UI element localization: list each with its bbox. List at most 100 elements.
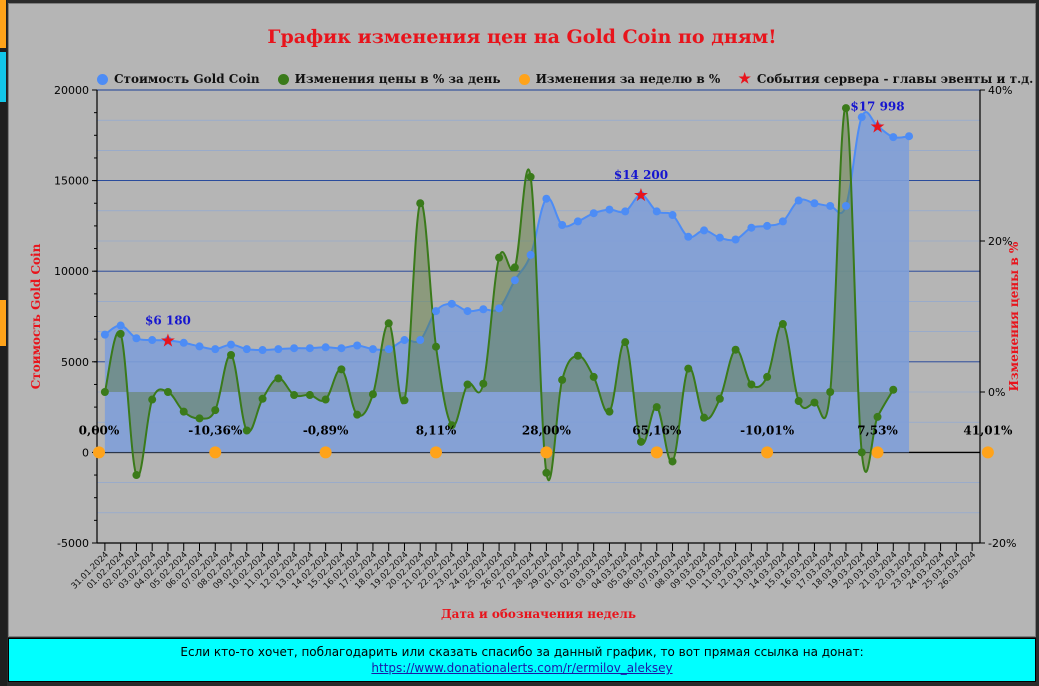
star-icon: ★ <box>738 70 751 87</box>
chart-legend: Стоимость Gold Coin Изменения цены в % з… <box>97 68 1033 90</box>
price-point <box>432 307 441 316</box>
price-point <box>400 336 409 345</box>
price-point <box>636 191 645 200</box>
y-axis-title-right: Изменения цены в % <box>1007 241 1021 391</box>
weekly-change-label: 8,11% <box>416 423 457 437</box>
legend-label: Стоимость Gold Coin <box>114 72 260 86</box>
price-point <box>479 305 488 314</box>
event-price-label: $6 180 <box>145 313 191 327</box>
price-point <box>747 223 756 232</box>
legend-label: Изменения цены в % за день <box>294 72 501 86</box>
x-axis-title: Дата и обозначения недель <box>441 607 636 621</box>
weekly-change-label: -10,36% <box>188 423 243 437</box>
price-point <box>290 344 299 353</box>
daily-change-point <box>353 410 362 419</box>
y-tick-label-left: 10000 <box>54 265 89 278</box>
daily-change-point <box>589 372 598 381</box>
daily-change-point <box>542 468 551 477</box>
price-point <box>826 201 835 210</box>
price-point <box>763 221 772 230</box>
price-point <box>526 250 535 259</box>
price-point <box>810 199 819 208</box>
daily-change-point <box>700 413 709 422</box>
event-star: ★ <box>160 330 176 351</box>
daily-change-point <box>479 379 488 388</box>
daily-change-point <box>731 345 740 354</box>
y-tick-label-left: -5000 <box>57 537 89 550</box>
daily-change-point <box>495 253 504 262</box>
legend-item-price: Стоимость Gold Coin <box>97 72 260 86</box>
daily-change-point <box>432 342 441 351</box>
event-price-label: $17 998 <box>850 99 904 113</box>
price-point <box>321 343 330 352</box>
daily-change-point <box>794 397 803 406</box>
price-point <box>889 133 898 142</box>
daily-change-point <box>747 380 756 389</box>
daily-change-point <box>889 385 898 394</box>
daily-change-point <box>258 394 267 403</box>
daily-change-point <box>573 351 582 360</box>
weekly-change-point <box>871 446 884 459</box>
event-star: ★ <box>633 185 649 206</box>
daily-change-point <box>841 104 850 113</box>
price-point <box>274 345 283 354</box>
price-point <box>353 341 362 350</box>
weekly-change-label: 28,00% <box>522 423 572 437</box>
y-tick-label-left: 5000 <box>61 356 89 369</box>
price-point <box>684 232 693 241</box>
price-area <box>104 112 910 453</box>
weekly-change-point <box>981 446 994 459</box>
daily-change-point <box>447 421 456 430</box>
weekly-change-point <box>540 446 553 459</box>
legend-item-weekly: Изменения за неделю в % <box>518 72 721 86</box>
price-point <box>715 233 724 242</box>
daily-change-point <box>227 351 236 360</box>
price-point <box>731 235 740 244</box>
legend-item-events: ★ События сервера - главы эвенты и т.д. <box>738 70 1034 87</box>
price-point <box>873 122 882 131</box>
weekly-change-label: 7,53% <box>857 423 898 437</box>
daily-change-point <box>526 172 535 181</box>
price-point <box>605 205 614 214</box>
weekly-change-label: 0,00% <box>79 423 120 437</box>
price-point <box>258 346 267 355</box>
price-point <box>794 196 803 205</box>
daily-change-point <box>463 380 472 389</box>
daily-change-point <box>636 437 645 446</box>
price-point <box>589 209 598 218</box>
price-point <box>510 276 519 285</box>
daily-change-point <box>873 412 882 421</box>
event-price-label: $14 200 <box>614 168 668 182</box>
y-axis-title-left: Стоимость Gold Coin <box>29 243 43 389</box>
price-point <box>652 207 661 216</box>
daily-change-point <box>116 329 125 338</box>
price-point <box>621 207 630 216</box>
price-point <box>700 226 709 235</box>
daily-change-point <box>179 407 188 416</box>
y-tick-label-right: 0% <box>988 386 1005 399</box>
weekly-change-label: 65,16% <box>632 423 682 437</box>
legend-daily-marker <box>277 73 289 85</box>
price-point <box>100 330 109 339</box>
daily-change-point <box>826 388 835 396</box>
donation-link[interactable]: https://www.donationalerts.com/r/ermilov… <box>371 661 673 675</box>
daily-change-point <box>857 448 866 457</box>
daily-change-point <box>605 407 614 416</box>
legend-label: Изменения за неделю в % <box>535 72 721 86</box>
daily-change-point <box>337 365 346 374</box>
daily-change-point <box>321 395 330 404</box>
daily-change-point <box>810 398 819 407</box>
price-point <box>905 132 914 141</box>
price-point <box>163 336 172 345</box>
daily-change-point <box>148 395 157 404</box>
daily-change-point <box>652 403 661 412</box>
y-tick-label-right: 20% <box>988 235 1012 248</box>
price-point <box>132 334 141 343</box>
price-point <box>841 201 850 210</box>
price-point <box>668 211 677 220</box>
daily-change-point <box>368 390 377 399</box>
legend-price-marker <box>97 73 108 85</box>
legend-label: События сервера - главы эвенты и т.д. <box>756 72 1034 86</box>
price-point <box>337 344 346 353</box>
daily-change-point <box>400 396 409 405</box>
